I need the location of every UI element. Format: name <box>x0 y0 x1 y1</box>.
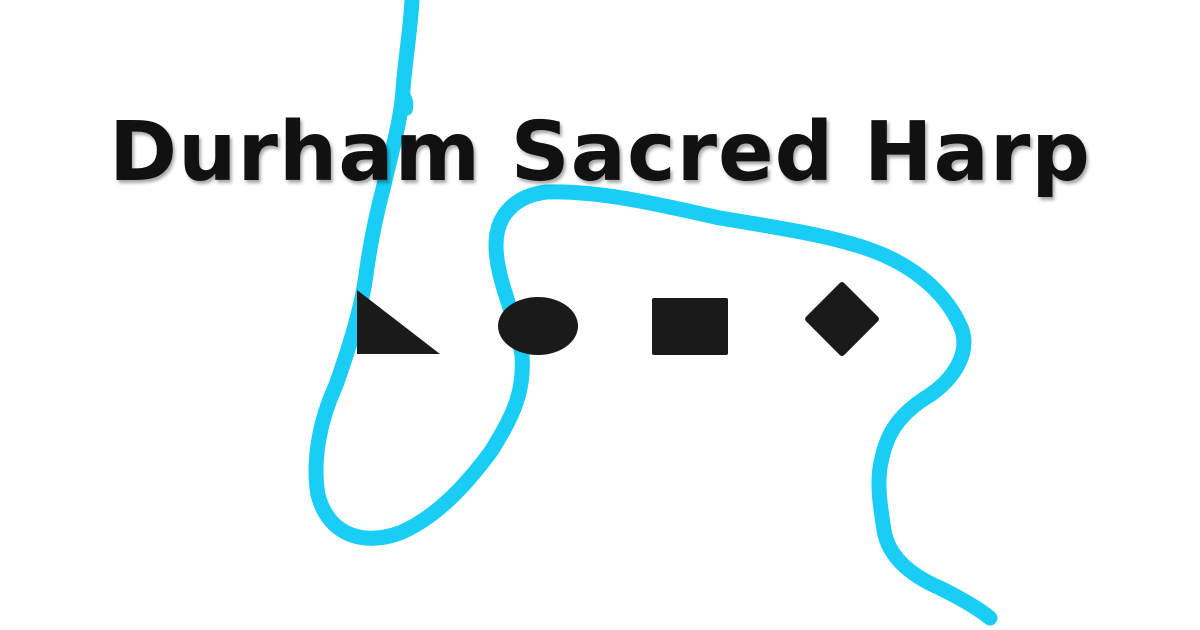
diamond-note-icon <box>805 282 879 356</box>
oval-note-icon <box>498 297 578 355</box>
square-note-icon <box>652 298 728 355</box>
page-title: Durham Sacred Harp <box>109 105 1091 200</box>
river-branch <box>397 86 414 116</box>
triangle-note-icon <box>357 290 440 354</box>
river-line <box>308 0 998 626</box>
